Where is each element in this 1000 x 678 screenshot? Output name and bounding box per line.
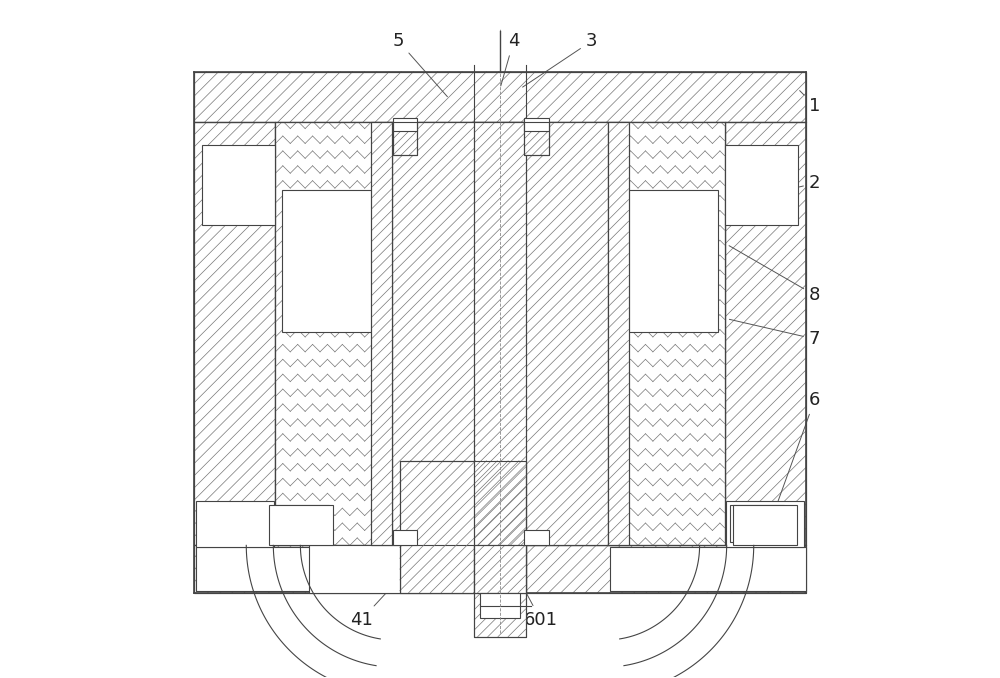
Bar — [608, 123, 725, 545]
Bar — [196, 501, 274, 546]
Bar — [275, 123, 392, 545]
Bar — [194, 545, 806, 593]
Bar — [615, 190, 718, 332]
Bar — [392, 123, 608, 545]
Bar — [393, 119, 417, 131]
Bar — [194, 123, 275, 545]
Bar — [608, 123, 629, 545]
Bar — [196, 546, 391, 591]
Bar — [309, 545, 400, 593]
Text: 5: 5 — [393, 33, 447, 97]
Bar — [392, 123, 608, 545]
Bar — [194, 123, 275, 545]
Text: 2: 2 — [729, 174, 820, 203]
Bar — [400, 461, 526, 593]
Text: 60: 60 — [492, 561, 525, 629]
Bar — [726, 501, 804, 546]
Bar — [194, 72, 806, 123]
Bar — [610, 546, 806, 591]
Bar — [371, 123, 392, 545]
Bar — [393, 530, 417, 545]
Bar — [524, 530, 549, 545]
Bar — [275, 504, 329, 542]
Bar — [393, 123, 417, 155]
Bar — [282, 190, 385, 332]
Text: 601: 601 — [515, 572, 558, 629]
Bar — [474, 123, 526, 637]
Bar — [608, 123, 629, 545]
Text: 4: 4 — [501, 33, 519, 86]
Bar — [725, 123, 806, 545]
Bar — [726, 546, 804, 591]
Text: 6: 6 — [772, 391, 820, 519]
Bar — [196, 546, 274, 591]
Bar — [275, 123, 392, 545]
Bar — [608, 123, 725, 545]
Bar — [524, 119, 549, 131]
Bar — [393, 123, 417, 155]
Bar — [474, 123, 526, 637]
Bar — [194, 72, 806, 123]
Bar — [474, 545, 526, 593]
Bar — [194, 545, 806, 593]
Bar — [269, 504, 333, 545]
Bar — [524, 123, 549, 155]
Bar — [730, 504, 784, 542]
Bar — [733, 504, 797, 545]
Text: 41: 41 — [350, 530, 444, 629]
Bar — [371, 123, 392, 545]
Bar — [400, 461, 526, 593]
Bar — [725, 146, 798, 225]
Bar — [524, 123, 549, 155]
Text: 8: 8 — [729, 245, 820, 304]
Text: 7: 7 — [729, 319, 820, 348]
Text: 3: 3 — [523, 33, 597, 87]
Bar — [474, 545, 526, 593]
Bar — [725, 123, 806, 545]
Bar — [202, 146, 275, 225]
Text: 1: 1 — [800, 91, 820, 115]
Bar — [480, 593, 520, 618]
